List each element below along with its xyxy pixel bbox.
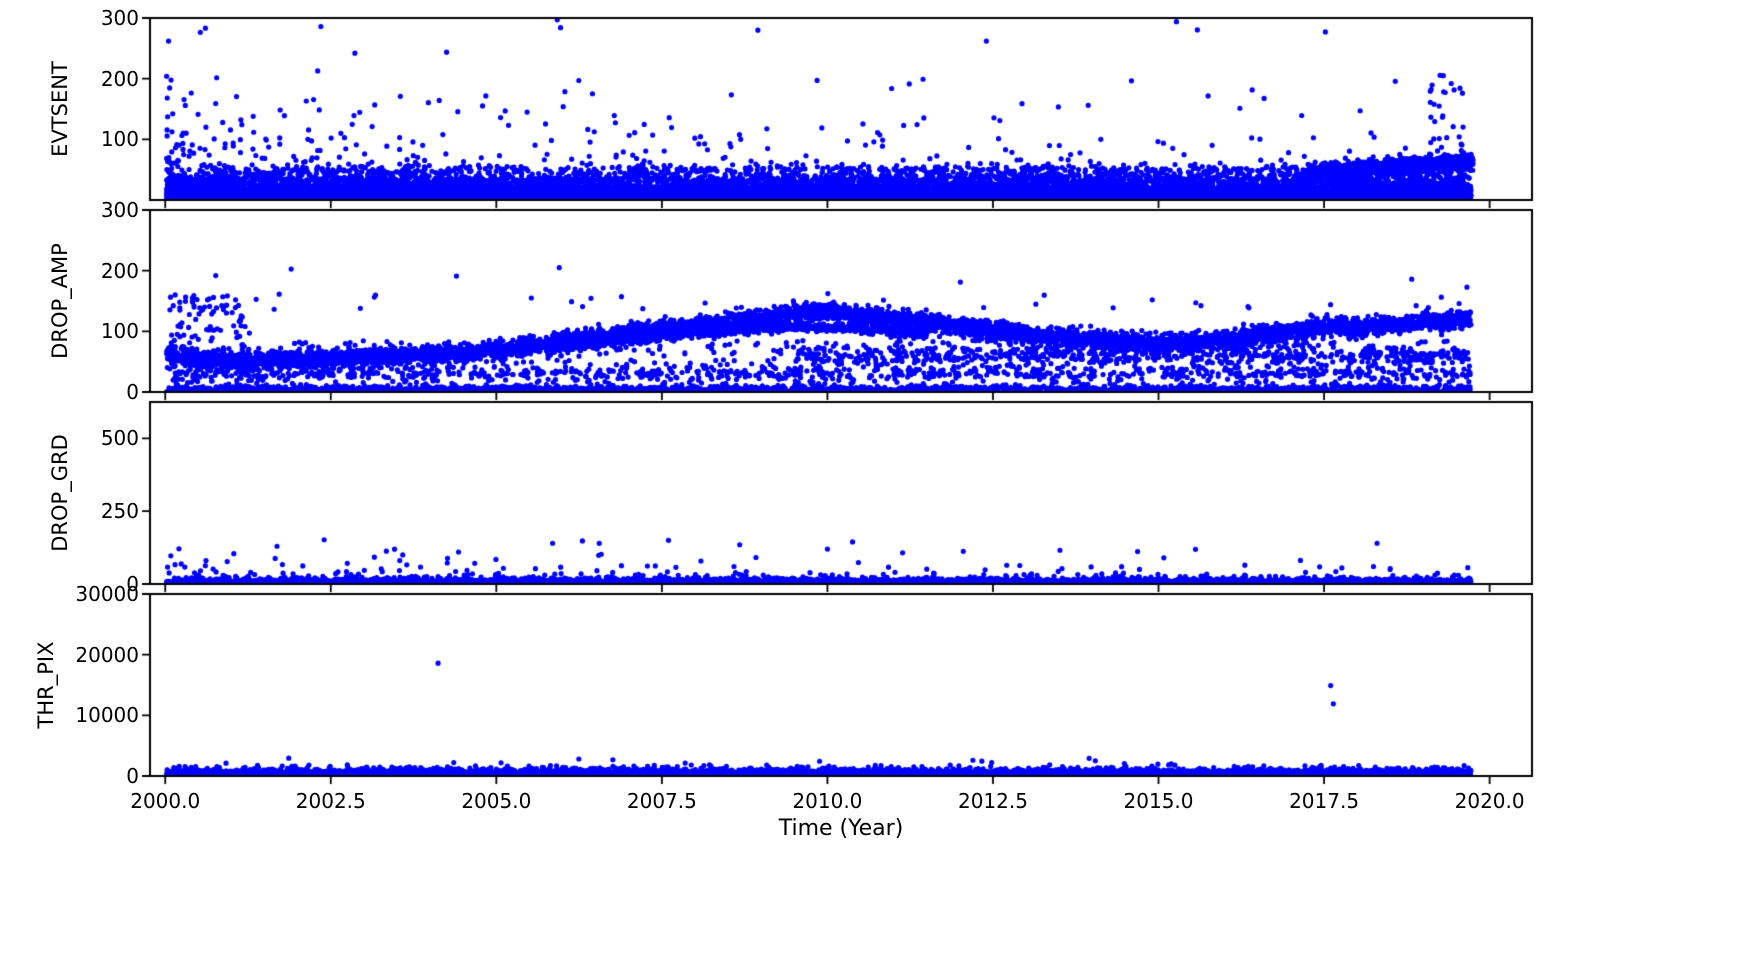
y-tick-label: 30000 [75, 582, 139, 606]
x-tick-label: 2012.5 [957, 789, 1028, 813]
y-tick-label: 0 [126, 380, 139, 404]
y-tick-label: 300 [100, 198, 139, 222]
y-axis-label-drop-amp: DROP_AMP [48, 243, 72, 359]
y-axis-label-evtsent: EVTSENT [48, 61, 72, 157]
x-tick-label: 2015.0 [1123, 789, 1194, 813]
x-tick-label: 2000.0 [130, 789, 201, 813]
y-tick-label: 200 [100, 66, 139, 91]
x-tick-label: 2005.0 [461, 789, 532, 813]
x-tick-label: 2020.0 [1454, 789, 1525, 813]
y-tick-label: 100 [100, 127, 139, 152]
y-tick-label: 250 [100, 499, 139, 524]
y-tick-label: 500 [100, 426, 139, 451]
y-tick-label: 300 [100, 6, 139, 30]
y-tick-label: 100 [100, 319, 139, 344]
y-tick-label: 20000 [75, 642, 139, 667]
y-tick-label: 200 [100, 258, 139, 283]
y-tick-label: 10000 [75, 703, 139, 728]
y-axis-label-drop-grd: DROP_GRD [48, 434, 72, 552]
x-axis-label: Time (Year) [778, 816, 904, 841]
x-tick-label: 2007.5 [626, 789, 697, 813]
x-tick-label: 2010.0 [792, 789, 863, 813]
y-tick-label: 0 [126, 764, 139, 788]
x-tick-label: 2002.5 [295, 789, 366, 813]
y-tick-label: 0 [126, 572, 139, 596]
x-tick-label: 2017.5 [1289, 789, 1360, 813]
y-axis-label-thr-pix: THR_PIX [34, 641, 58, 729]
